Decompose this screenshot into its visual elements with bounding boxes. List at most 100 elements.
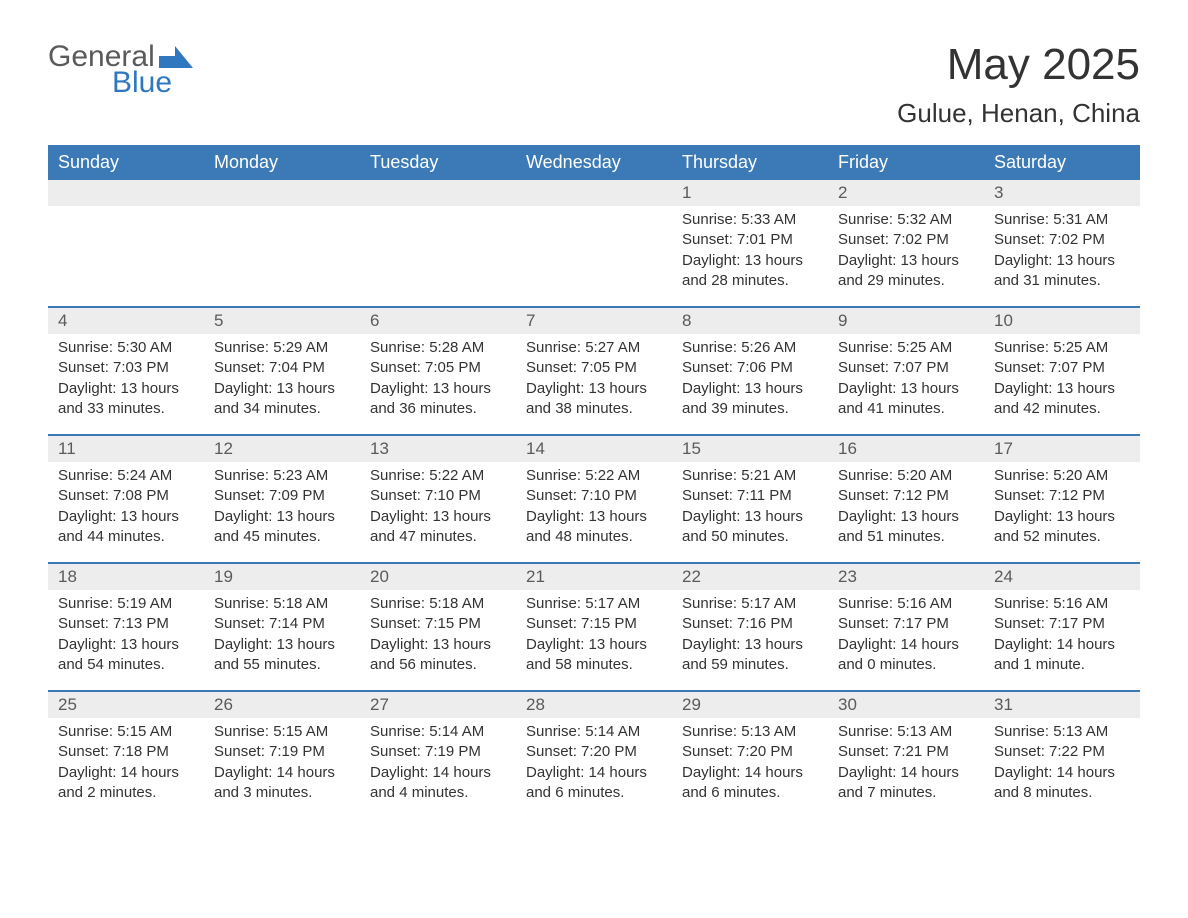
day-body: Sunrise: 5:21 AMSunset: 7:11 PMDaylight:… <box>672 462 828 547</box>
day-body: Sunrise: 5:19 AMSunset: 7:13 PMDaylight:… <box>48 590 204 675</box>
day-number: 4 <box>48 308 204 334</box>
logo: General Blue <box>48 40 193 100</box>
sunrise-line: Sunrise: 5:18 AM <box>370 594 506 614</box>
daylight-line: Daylight: 13 hours and 33 minutes. <box>58 379 194 420</box>
day-cell: 25Sunrise: 5:15 AMSunset: 7:18 PMDayligh… <box>48 692 204 818</box>
sunset-line: Sunset: 7:02 PM <box>838 230 974 250</box>
day-number: 31 <box>984 692 1140 718</box>
day-cell: 23Sunrise: 5:16 AMSunset: 7:17 PMDayligh… <box>828 564 984 690</box>
day-cell: 12Sunrise: 5:23 AMSunset: 7:09 PMDayligh… <box>204 436 360 562</box>
daylight-line: Daylight: 13 hours and 36 minutes. <box>370 379 506 420</box>
daylight-line: Daylight: 14 hours and 2 minutes. <box>58 763 194 804</box>
day-number: 20 <box>360 564 516 590</box>
sunrise-line: Sunrise: 5:23 AM <box>214 466 350 486</box>
weekday-friday: Friday <box>828 145 984 180</box>
sunset-line: Sunset: 7:16 PM <box>682 614 818 634</box>
daylight-line: Daylight: 14 hours and 6 minutes. <box>526 763 662 804</box>
sunrise-line: Sunrise: 5:17 AM <box>526 594 662 614</box>
day-number: 15 <box>672 436 828 462</box>
day-cell: 6Sunrise: 5:28 AMSunset: 7:05 PMDaylight… <box>360 308 516 434</box>
month-title: May 2025 <box>897 40 1140 90</box>
sunrise-line: Sunrise: 5:13 AM <box>838 722 974 742</box>
day-body: Sunrise: 5:23 AMSunset: 7:09 PMDaylight:… <box>204 462 360 547</box>
sunrise-line: Sunrise: 5:15 AM <box>58 722 194 742</box>
sunset-line: Sunset: 7:04 PM <box>214 358 350 378</box>
day-cell: 18Sunrise: 5:19 AMSunset: 7:13 PMDayligh… <box>48 564 204 690</box>
header-row: General Blue May 2025 Gulue, Henan, Chin… <box>48 40 1140 129</box>
day-cell-empty <box>516 180 672 306</box>
weekday-wednesday: Wednesday <box>516 145 672 180</box>
day-body: Sunrise: 5:28 AMSunset: 7:05 PMDaylight:… <box>360 334 516 419</box>
day-body: Sunrise: 5:32 AMSunset: 7:02 PMDaylight:… <box>828 206 984 291</box>
daylight-line: Daylight: 13 hours and 58 minutes. <box>526 635 662 676</box>
day-number: 5 <box>204 308 360 334</box>
day-body: Sunrise: 5:31 AMSunset: 7:02 PMDaylight:… <box>984 206 1140 291</box>
day-number: 6 <box>360 308 516 334</box>
daylight-line: Daylight: 14 hours and 0 minutes. <box>838 635 974 676</box>
day-cell: 28Sunrise: 5:14 AMSunset: 7:20 PMDayligh… <box>516 692 672 818</box>
daylight-line: Daylight: 14 hours and 3 minutes. <box>214 763 350 804</box>
sunrise-line: Sunrise: 5:14 AM <box>370 722 506 742</box>
sunrise-line: Sunrise: 5:16 AM <box>838 594 974 614</box>
week-row: 4Sunrise: 5:30 AMSunset: 7:03 PMDaylight… <box>48 306 1140 434</box>
day-cell: 10Sunrise: 5:25 AMSunset: 7:07 PMDayligh… <box>984 308 1140 434</box>
weekday-header-row: SundayMondayTuesdayWednesdayThursdayFrid… <box>48 145 1140 180</box>
day-body: Sunrise: 5:18 AMSunset: 7:15 PMDaylight:… <box>360 590 516 675</box>
sunset-line: Sunset: 7:07 PM <box>994 358 1130 378</box>
day-number: 30 <box>828 692 984 718</box>
day-body: Sunrise: 5:16 AMSunset: 7:17 PMDaylight:… <box>984 590 1140 675</box>
sunset-line: Sunset: 7:10 PM <box>526 486 662 506</box>
sunset-line: Sunset: 7:14 PM <box>214 614 350 634</box>
daylight-line: Daylight: 14 hours and 8 minutes. <box>994 763 1130 804</box>
sunrise-line: Sunrise: 5:24 AM <box>58 466 194 486</box>
sunset-line: Sunset: 7:13 PM <box>58 614 194 634</box>
sunrise-line: Sunrise: 5:28 AM <box>370 338 506 358</box>
daylight-line: Daylight: 14 hours and 4 minutes. <box>370 763 506 804</box>
day-number: 18 <box>48 564 204 590</box>
day-number: 8 <box>672 308 828 334</box>
sunset-line: Sunset: 7:08 PM <box>58 486 194 506</box>
day-body: Sunrise: 5:30 AMSunset: 7:03 PMDaylight:… <box>48 334 204 419</box>
day-body: Sunrise: 5:27 AMSunset: 7:05 PMDaylight:… <box>516 334 672 419</box>
day-cell-empty <box>360 180 516 306</box>
sunset-line: Sunset: 7:15 PM <box>526 614 662 634</box>
day-number: 1 <box>672 180 828 206</box>
daylight-line: Daylight: 13 hours and 48 minutes. <box>526 507 662 548</box>
day-cell: 11Sunrise: 5:24 AMSunset: 7:08 PMDayligh… <box>48 436 204 562</box>
day-body: Sunrise: 5:24 AMSunset: 7:08 PMDaylight:… <box>48 462 204 547</box>
day-cell: 22Sunrise: 5:17 AMSunset: 7:16 PMDayligh… <box>672 564 828 690</box>
day-body: Sunrise: 5:20 AMSunset: 7:12 PMDaylight:… <box>984 462 1140 547</box>
daylight-line: Daylight: 13 hours and 45 minutes. <box>214 507 350 548</box>
sunset-line: Sunset: 7:05 PM <box>370 358 506 378</box>
day-body: Sunrise: 5:18 AMSunset: 7:14 PMDaylight:… <box>204 590 360 675</box>
day-number: 12 <box>204 436 360 462</box>
day-body: Sunrise: 5:16 AMSunset: 7:17 PMDaylight:… <box>828 590 984 675</box>
sunrise-line: Sunrise: 5:21 AM <box>682 466 818 486</box>
sunset-line: Sunset: 7:02 PM <box>994 230 1130 250</box>
day-number: 10 <box>984 308 1140 334</box>
daylight-line: Daylight: 13 hours and 50 minutes. <box>682 507 818 548</box>
sunset-line: Sunset: 7:22 PM <box>994 742 1130 762</box>
day-body: Sunrise: 5:20 AMSunset: 7:12 PMDaylight:… <box>828 462 984 547</box>
sunrise-line: Sunrise: 5:19 AM <box>58 594 194 614</box>
daylight-line: Daylight: 14 hours and 1 minute. <box>994 635 1130 676</box>
day-number-empty <box>360 180 516 206</box>
day-body: Sunrise: 5:17 AMSunset: 7:15 PMDaylight:… <box>516 590 672 675</box>
day-number: 16 <box>828 436 984 462</box>
day-number: 26 <box>204 692 360 718</box>
day-number: 7 <box>516 308 672 334</box>
day-cell: 2Sunrise: 5:32 AMSunset: 7:02 PMDaylight… <box>828 180 984 306</box>
day-body: Sunrise: 5:15 AMSunset: 7:19 PMDaylight:… <box>204 718 360 803</box>
daylight-line: Daylight: 13 hours and 31 minutes. <box>994 251 1130 292</box>
sunset-line: Sunset: 7:12 PM <box>838 486 974 506</box>
day-body: Sunrise: 5:22 AMSunset: 7:10 PMDaylight:… <box>516 462 672 547</box>
sunrise-line: Sunrise: 5:25 AM <box>838 338 974 358</box>
sunset-line: Sunset: 7:07 PM <box>838 358 974 378</box>
day-cell-empty <box>48 180 204 306</box>
sunrise-line: Sunrise: 5:13 AM <box>994 722 1130 742</box>
day-body: Sunrise: 5:33 AMSunset: 7:01 PMDaylight:… <box>672 206 828 291</box>
day-cell: 13Sunrise: 5:22 AMSunset: 7:10 PMDayligh… <box>360 436 516 562</box>
day-number-empty <box>516 180 672 206</box>
sunset-line: Sunset: 7:12 PM <box>994 486 1130 506</box>
week-row: 11Sunrise: 5:24 AMSunset: 7:08 PMDayligh… <box>48 434 1140 562</box>
